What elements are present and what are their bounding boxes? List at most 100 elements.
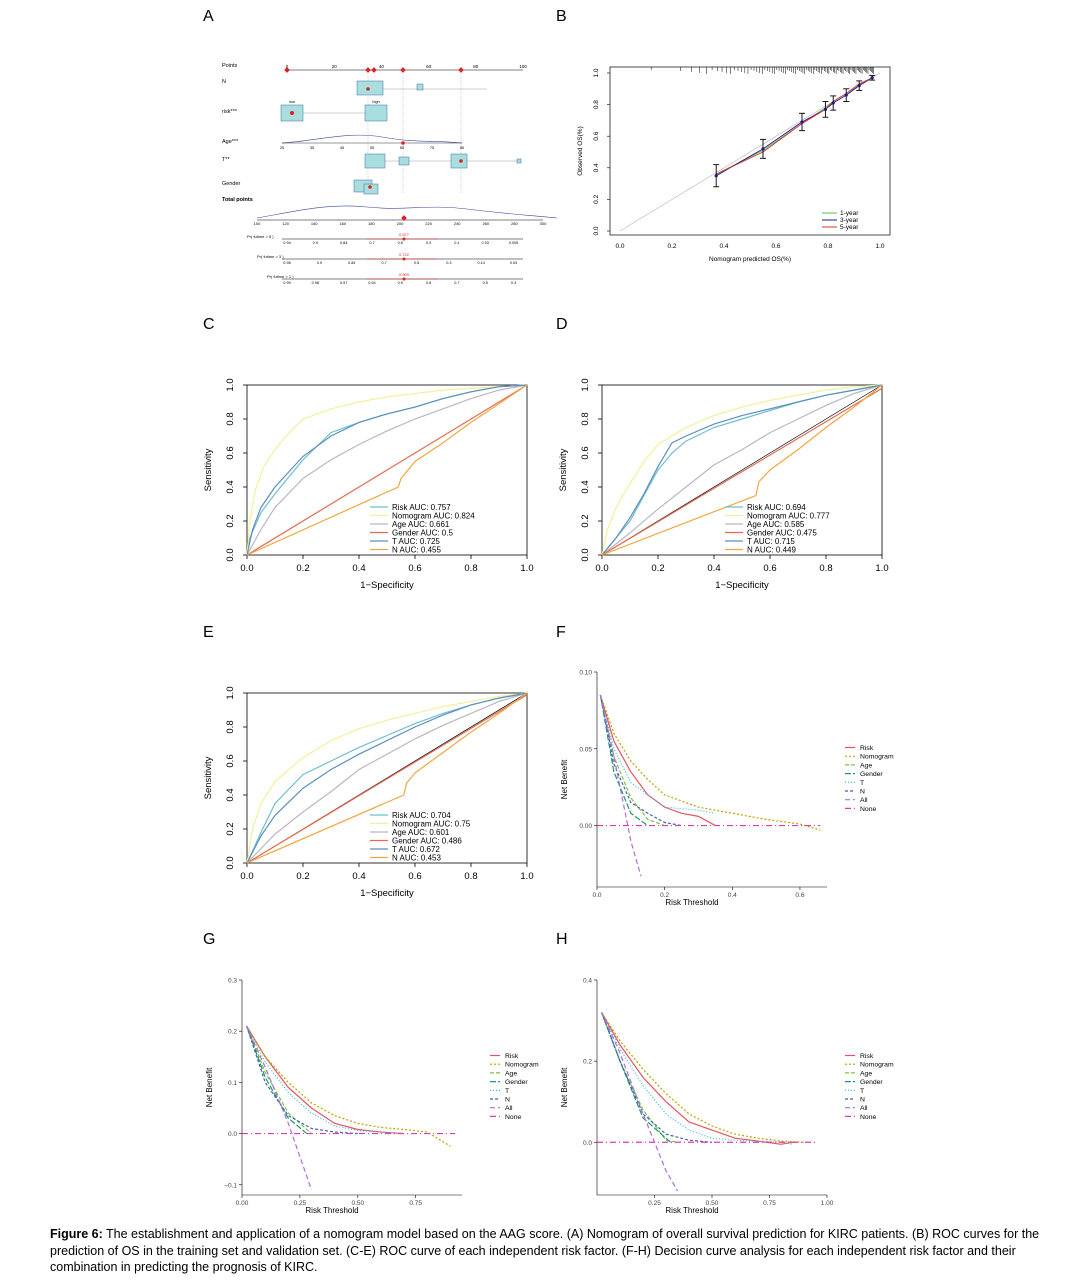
legend-entry: N xyxy=(860,789,865,796)
prob-marker-value: 0.722 xyxy=(399,252,410,257)
roc-curve-gender xyxy=(246,384,528,556)
x-tick-label: 0.4 xyxy=(728,892,737,899)
prob-tick-label: 0.04 xyxy=(510,261,517,265)
legend-entry: Risk AUC: 0.757 xyxy=(392,503,451,512)
panel-label-f: F xyxy=(556,624,566,641)
roc-curve-nomogram xyxy=(246,692,528,864)
prob-tick-label: 0.3 xyxy=(511,281,516,285)
x-axis-label: 1−Specificity xyxy=(715,580,769,591)
prob-tick-label: 0.96 xyxy=(283,261,290,265)
x-tick-label: 0.0 xyxy=(240,871,253,882)
y-tick-label: −0.1 xyxy=(224,1182,237,1189)
panel-label-b: B xyxy=(556,8,567,25)
dca-curve-nomogram xyxy=(601,1012,805,1143)
x-axis-label: 1−Specificity xyxy=(360,580,414,591)
legend-entry: 5-year xyxy=(840,224,859,231)
gender-marker xyxy=(368,185,372,189)
x-axis-label: Nomogram predicted OS(%) xyxy=(709,256,791,263)
prob-tick-label: 0.03 xyxy=(482,241,489,245)
plot-frame xyxy=(246,692,528,864)
y-tick-label: 0.05 xyxy=(579,746,592,753)
y-axis-label: Sensitivity xyxy=(203,756,214,799)
points-tick-label: 100 xyxy=(519,64,527,69)
x-tick-label: 0.4 xyxy=(352,871,365,882)
y-tick-label: 1.0 xyxy=(593,68,600,77)
prob-tick-label: 0.99 xyxy=(283,281,290,285)
age-tick-label: 55 xyxy=(370,146,374,150)
prob-tick-label: 0.7 xyxy=(369,241,374,245)
dca-curve-all xyxy=(599,694,642,877)
x-tick-label: 0.8 xyxy=(823,243,832,250)
legend-entry: Gender xyxy=(505,1079,528,1086)
x-tick-label: 0.25 xyxy=(648,1200,661,1207)
nomogram-row-label: T** xyxy=(222,157,231,163)
y-tick-label: 0.3 xyxy=(228,978,237,985)
risk-box-high xyxy=(364,104,388,122)
dca-curve-nomogram xyxy=(246,1025,451,1147)
x-tick-label: 0.6 xyxy=(795,892,804,899)
legend-entry: T xyxy=(505,1088,509,1095)
prob-tick-label: 0.7 xyxy=(381,261,386,265)
total-tick-label: 180 xyxy=(368,221,375,226)
x-tick-label: 0.2 xyxy=(296,871,309,882)
points-tick-label: 60 xyxy=(426,64,432,69)
calibration-line xyxy=(715,77,873,177)
x-tick-label: 1.0 xyxy=(875,243,884,250)
legend-entry: Risk xyxy=(505,1053,519,1060)
y-tick-label: 0.0 xyxy=(228,1131,237,1138)
x-tick-label: 0.8 xyxy=(464,871,477,882)
total-tick-label: 280 xyxy=(511,221,518,226)
figure-caption: Figure 6: The establishment and applicat… xyxy=(50,1226,1050,1276)
dca-curve-nomogram xyxy=(599,694,821,831)
dca-panel-f: 0.00 0.05 0.10 0.0 0.2 0.4 0.6 Risk Threshold Ne… xyxy=(560,670,894,908)
legend-entry: Nomogram xyxy=(860,1062,894,1069)
y-tick-label: 0.8 xyxy=(225,412,236,425)
roc-curve-nomogram xyxy=(601,384,883,556)
roc-curve-age xyxy=(601,384,883,556)
y-tick-label: 0.0 xyxy=(225,548,236,561)
legend-entry: N AUC: 0.455 xyxy=(392,546,441,555)
dca-curve-t xyxy=(599,694,716,814)
x-tick-label: 0.6 xyxy=(408,871,421,882)
legend-entry: None xyxy=(860,806,876,813)
age-tick-label: 85 xyxy=(460,146,464,150)
prob-tick-label: 0.005 xyxy=(509,241,519,245)
prob-tick-label: 0.97 xyxy=(340,281,347,285)
prob-marker xyxy=(402,257,406,261)
n-marker xyxy=(366,87,370,91)
legend-entry: Age AUC: 0.601 xyxy=(392,828,450,837)
risk-marker xyxy=(290,111,294,115)
legend-entry: T AUC: 0.715 xyxy=(747,537,795,546)
x-tick-label: 0.75 xyxy=(409,1200,422,1207)
points-tick-label: 40 xyxy=(379,64,385,69)
legend-entry: Gender xyxy=(860,1079,883,1086)
prob-tick-label: 0.84 xyxy=(348,261,355,265)
x-tick-label: 0.25 xyxy=(294,1200,307,1207)
legend-entry: N xyxy=(860,1097,865,1104)
x-axis-label: Risk Threshold xyxy=(665,1206,718,1215)
panel-label-h: H xyxy=(556,931,568,948)
plot-frame xyxy=(609,66,891,236)
roc-curve-gender xyxy=(246,694,528,864)
prob-tick-label: 0.94 xyxy=(283,241,290,245)
x-tick-label: 1.0 xyxy=(520,871,533,882)
legend-entry: T xyxy=(860,1088,864,1095)
t-box-2 xyxy=(398,156,410,166)
y-tick-label: 1.0 xyxy=(225,686,236,699)
y-tick-label: 0.8 xyxy=(580,412,591,425)
nomogram-row-label: Points xyxy=(222,63,238,69)
prob-tick-label: 0.98 xyxy=(312,281,319,285)
y-tick-label: 0.6 xyxy=(593,131,600,140)
total-tick-label: 300 xyxy=(540,221,547,226)
calibration-point xyxy=(714,174,718,178)
x-tick-label: 0.2 xyxy=(296,563,309,574)
prob-tick-label: 0.94 xyxy=(368,281,375,285)
y-axis-label: Sensitivity xyxy=(203,448,214,491)
roc-curve-gender xyxy=(601,387,883,556)
total-tick-label: 120 xyxy=(282,221,289,226)
y-tick-label: 0.2 xyxy=(228,1029,237,1036)
calibration-point xyxy=(831,101,835,105)
prob-row-label: Pr( futime > 5 ) xyxy=(247,234,274,239)
x-tick-label: 0.0 xyxy=(592,892,601,899)
x-tick-label: 1.0 xyxy=(520,563,533,574)
